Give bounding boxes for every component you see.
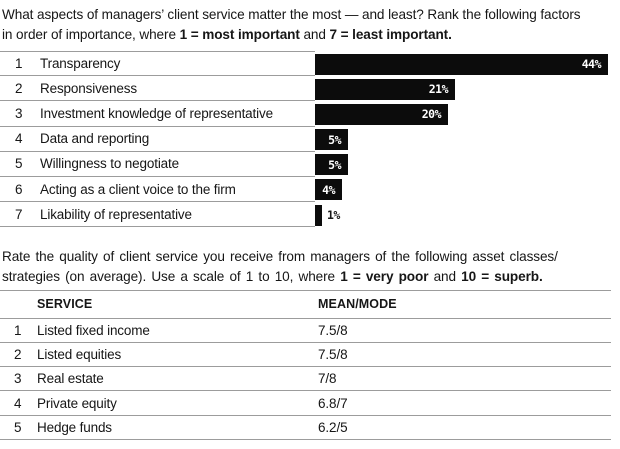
table-cell-service: Listed fixed income: [37, 322, 150, 338]
chart-row-rank: 4: [15, 131, 23, 147]
table-cell-service: Real estate: [37, 371, 104, 387]
chart-row-label: Transparency: [40, 55, 121, 71]
chart-row-value: 5%: [328, 132, 341, 147]
question-2-bold-superb: 10 = superb.: [461, 268, 543, 284]
question-1-line1: What aspects of managers’ client service…: [2, 7, 581, 22]
table-cell-value: 6.8/7: [318, 395, 348, 411]
table-cell-rank: 3: [14, 371, 22, 387]
chart-row: 3 Investment knowledge of representative…: [0, 101, 620, 127]
chart-row-label: Willingness to negotiate: [40, 156, 179, 172]
chart-row-label: Acting as a client voice to the firm: [40, 181, 236, 197]
question-1-connector: and: [299, 26, 330, 42]
table-cell-service: Private equity: [37, 395, 117, 411]
chart-row-label: Likability of representative: [40, 206, 192, 222]
chart-row-rank: 6: [15, 181, 23, 197]
chart-row-rank: 7: [15, 206, 23, 222]
table-cell-value: 7/8: [318, 371, 337, 387]
ranking-bar-chart: 1 Transparency 44% 2 Responsiveness 21% …: [0, 51, 620, 228]
chart-row-bar: 5%: [315, 129, 348, 151]
chart-row: 5 Willingness to negotiate 5%: [0, 152, 620, 177]
table-cell-rank: 5: [14, 419, 22, 435]
chart-row-label: Investment knowledge of representative: [40, 105, 273, 121]
table-row: 4 Private equity 6.8/7: [0, 391, 611, 416]
table-row: 2 Listed equities 7.5/8: [0, 343, 611, 368]
table-cell-rank: 2: [14, 346, 22, 362]
table-cell-value: 7.5/8: [318, 346, 348, 362]
chart-row-bar: 5%: [315, 154, 348, 176]
chart-row: 4 Data and reporting 5%: [0, 127, 620, 152]
chart-row-rank: 3: [15, 105, 23, 121]
chart-row-labelcol: 7 Likability of representative: [0, 202, 315, 228]
chart-row-value: 20%: [421, 107, 442, 122]
chart-row-bar: 21%: [315, 78, 455, 100]
chart-row: 6 Acting as a client voice to the firm 4…: [0, 177, 620, 203]
chart-row-rank: 5: [15, 156, 23, 172]
chart-row-bar: 4%: [315, 179, 342, 201]
chart-row-labelcol: 6 Acting as a client voice to the firm: [0, 177, 315, 203]
table-header-service: SERVICE: [37, 297, 93, 312]
table-row: 1 Listed fixed income 7.5/8: [0, 319, 611, 343]
table-cell-service: Hedge funds: [37, 419, 112, 435]
question-2-line2-prefix: strategies (on average). Use a scale of …: [2, 268, 341, 284]
table-row: 5 Hedge funds 6.2/5: [0, 416, 611, 440]
table-row: 3 Real estate 7/8: [0, 367, 611, 392]
chart-row-value: 5%: [328, 157, 341, 172]
chart-row-labelcol: 3 Investment knowledge of representative: [0, 101, 315, 127]
chart-row: 7 Likability of representative 1%: [0, 202, 620, 228]
chart-row-rank: 1: [15, 55, 23, 71]
chart-row-label: Responsiveness: [40, 80, 137, 96]
question-2-line1: Rate the quality of client service you r…: [2, 249, 558, 264]
chart-row-bar: 1%: [315, 204, 340, 226]
chart-row-labelcol: 4 Data and reporting: [0, 127, 315, 152]
table-cell-rank: 1: [14, 322, 22, 338]
table-header-row: SERVICE MEAN/MODE: [0, 291, 611, 319]
question-2-connector: and: [428, 268, 462, 284]
chart-row-value: 21%: [428, 82, 449, 97]
question-1-line2-prefix: in order of importance, where: [2, 26, 180, 42]
chart-row-value: 4%: [322, 182, 335, 197]
chart-row-bar: 44%: [315, 53, 608, 75]
chart-row: 1 Transparency 44%: [0, 51, 620, 77]
question-1-bold-most: 1 = most important: [179, 26, 300, 42]
chart-row-labelcol: 2 Responsiveness: [0, 76, 315, 102]
table-cell-value: 6.2/5: [318, 419, 348, 435]
service-rating-table: SERVICE MEAN/MODE 1 Listed fixed income …: [0, 290, 611, 440]
chart-row-labelcol: 1 Transparency: [0, 51, 315, 77]
chart-row-rank: 2: [15, 80, 23, 96]
chart-row-label: Data and reporting: [40, 131, 150, 147]
table-cell-value: 7.5/8: [318, 322, 348, 338]
chart-row: 2 Responsiveness 21%: [0, 76, 620, 102]
question-2: Rate the quality of client service you r…: [2, 247, 619, 286]
chart-row-value: 44%: [581, 57, 602, 71]
table-cell-rank: 4: [14, 395, 22, 411]
question-1: What aspects of managers’ client service…: [2, 5, 619, 44]
question-1-bold-least: 7 = least important.: [329, 26, 452, 42]
chart-row-bar: 20%: [315, 103, 448, 125]
chart-row-value: 1%: [327, 208, 340, 223]
question-2-bold-poor: 1 = very poor: [340, 268, 429, 284]
table-header-mean-mode: MEAN/MODE: [318, 297, 397, 312]
table-cell-service: Listed equities: [37, 346, 122, 362]
chart-row-labelcol: 5 Willingness to negotiate: [0, 152, 315, 177]
